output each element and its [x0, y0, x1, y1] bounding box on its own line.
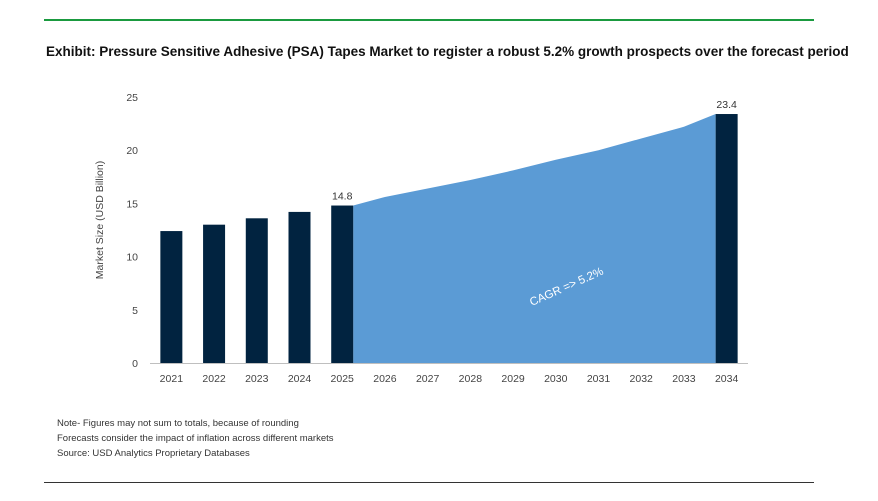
bar-2021	[160, 231, 183, 363]
note-rounding: Note- Figures may not sum to totals, bec…	[57, 418, 299, 429]
y-tick-label: 15	[126, 198, 138, 210]
y-tick-label: 0	[132, 358, 138, 370]
note-inflation: Forecasts consider the impact of inflati…	[57, 433, 334, 444]
x-tick-label: 2025	[331, 373, 355, 385]
x-tick-label: 2033	[672, 373, 696, 385]
x-tick-label: 2026	[373, 373, 397, 385]
x-tick-label: 2024	[288, 373, 312, 385]
notes: Note- Figures may not sum to totals, bec…	[57, 416, 334, 461]
data-label-2034: 23.4	[716, 99, 737, 111]
x-tick-label: 2029	[501, 373, 525, 385]
x-tick-label: 2028	[459, 373, 483, 385]
bar-2023	[245, 218, 268, 363]
y-tick-label: 10	[126, 252, 138, 264]
bottom-rule	[44, 482, 814, 483]
x-tick-label: 2032	[630, 373, 654, 385]
x-tick-label: 2030	[544, 373, 568, 385]
bar-2022	[203, 224, 226, 363]
y-tick-label: 25	[126, 92, 138, 104]
data-label-2025: 14.8	[332, 191, 353, 203]
x-tick-label: 2021	[160, 373, 184, 385]
bar-2034	[715, 114, 738, 363]
x-tick-label: 2031	[587, 373, 611, 385]
bar-2024	[288, 211, 311, 363]
y-axis-label: Market Size (USD Billion)	[94, 161, 106, 279]
bar-2025	[331, 205, 354, 363]
y-tick-label: 5	[132, 305, 138, 317]
x-tick-label: 2027	[416, 373, 440, 385]
chart-title: Exhibit: Pressure Sensitive Adhesive (PS…	[46, 44, 849, 59]
note-source: Source: USD Analytics Proprietary Databa…	[57, 448, 250, 459]
x-tick-label: 2022	[202, 373, 226, 385]
x-tick-label: 2034	[715, 373, 739, 385]
forecast-area	[353, 114, 716, 363]
y-tick-label: 20	[126, 145, 138, 157]
x-tick-label: 2023	[245, 373, 269, 385]
top-rule	[44, 19, 814, 21]
